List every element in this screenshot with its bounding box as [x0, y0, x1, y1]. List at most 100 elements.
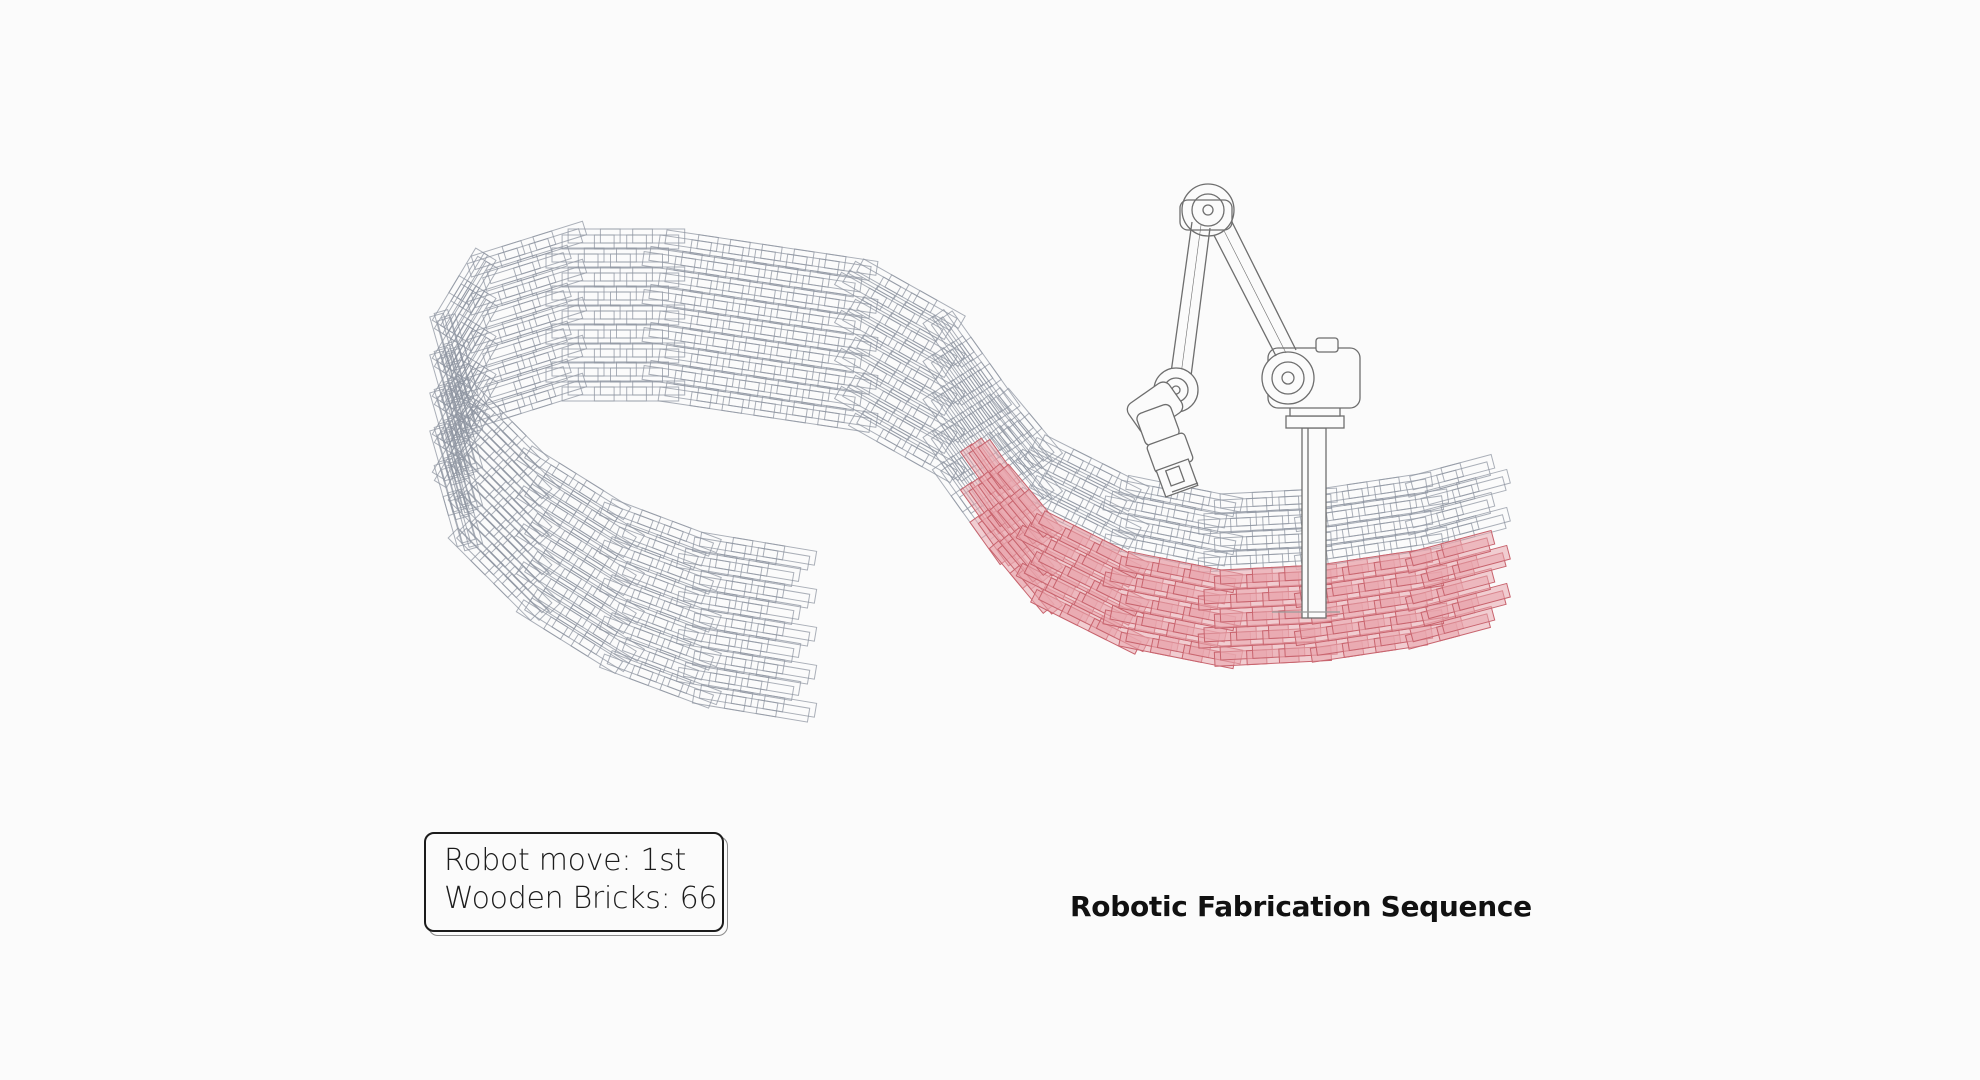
wireframe-brick — [1341, 476, 1402, 506]
wireframe-brick — [689, 310, 751, 338]
wireframe-brick — [755, 656, 818, 685]
wireframe-brick — [817, 329, 879, 357]
wireframe-brick — [529, 510, 591, 554]
wireframe-brick — [610, 247, 669, 269]
wireframe-brick — [1436, 453, 1496, 490]
wireframe-brick — [753, 243, 815, 272]
wireframe-brick — [785, 248, 847, 277]
wireframe-brick — [707, 629, 770, 658]
wireframe-brick — [689, 272, 751, 300]
wireframe-brick — [705, 331, 767, 360]
wireframe-brick — [689, 386, 751, 414]
wireframe-brick — [433, 461, 470, 521]
placed-brick — [1451, 582, 1511, 619]
wireframe-brick — [497, 382, 557, 421]
wireframe-brick — [543, 500, 605, 544]
wireframe-brick — [497, 230, 557, 269]
wireframe-brick — [593, 266, 653, 288]
robot-upper-arm — [1201, 201, 1297, 357]
wireframe-brick — [689, 234, 751, 262]
wireframe-brick — [721, 276, 783, 305]
wireframe-brick — [817, 253, 879, 281]
robot-forearm — [1169, 221, 1211, 385]
wireframe-brick — [493, 420, 550, 470]
wireframe-brick — [721, 390, 783, 419]
wireframe-brick — [481, 504, 539, 553]
wireframe-brick — [785, 286, 847, 315]
wireframe-brick — [482, 330, 542, 368]
wireframe-brick — [482, 254, 542, 292]
wireframe-brick — [689, 348, 751, 376]
wireframe-brick — [543, 614, 605, 658]
wireframe-brick — [593, 228, 653, 250]
wireframe-brick — [705, 293, 767, 322]
wireframe-brick — [1436, 491, 1496, 528]
robot-info-panel: Robot move: 1st Wooden Bricks: 66 — [424, 832, 728, 936]
wireframe-brick — [769, 341, 831, 369]
wireframe-brick — [482, 292, 542, 330]
robot-pedestal — [1272, 405, 1345, 619]
wireframe-brick — [593, 304, 653, 326]
wireframe-brick — [707, 553, 770, 582]
wireframe-brick — [755, 580, 818, 609]
wireframe-brick — [593, 380, 653, 402]
wireframe-brick — [529, 548, 591, 592]
wireframe-brick — [512, 358, 572, 397]
wireframe-brick — [737, 336, 799, 365]
wireframe-brick — [673, 326, 735, 355]
wireframe-brick — [753, 319, 815, 348]
wireframe-brick — [721, 238, 783, 267]
wireframe-brick — [737, 260, 799, 289]
wireframe-brick — [753, 281, 815, 310]
placed-brick-segment — [959, 437, 1511, 670]
wireframe-brick — [556, 489, 618, 533]
wireframe-brick — [691, 683, 754, 713]
wireframe-brick — [755, 694, 818, 723]
wireframe-brick — [1420, 477, 1480, 513]
wireframe-brick — [755, 618, 818, 647]
wireframe-brick — [739, 596, 802, 625]
wireframe-brick — [801, 345, 863, 374]
wireframe-brick — [641, 283, 703, 312]
wireframe-brick — [1341, 514, 1402, 544]
wireframe-brick — [753, 395, 815, 424]
wireframe-brick — [493, 458, 550, 508]
wireframe-brick — [481, 466, 539, 515]
wireframe-brick — [626, 228, 686, 250]
robot-arm — [1126, 183, 1361, 619]
wireframe-brick — [556, 565, 618, 609]
wireframe-brick — [769, 303, 831, 331]
wireframe-brick — [610, 361, 669, 383]
wireframe-brick — [1451, 468, 1511, 505]
wireframe-brick — [769, 379, 831, 407]
wireframe-brick — [543, 462, 605, 506]
wireframe-brick — [515, 597, 577, 640]
wireframe-brick — [528, 296, 588, 335]
wireframe-brick — [817, 405, 879, 433]
wireframe-brick — [673, 364, 735, 393]
wireframe-brick — [737, 298, 799, 327]
wireframe-brick — [641, 359, 703, 388]
wireframe-brick — [641, 321, 703, 350]
wireframe-brick — [577, 323, 637, 345]
wireframe-brick — [556, 603, 618, 647]
wireframe-brick — [512, 282, 572, 321]
wireframe-brick — [481, 542, 539, 591]
wireframe-brick — [497, 344, 557, 383]
wireframe-brick — [641, 245, 703, 274]
wireframe-brick — [755, 542, 818, 571]
wireframe-brick — [512, 320, 572, 359]
wireframe-brick — [577, 285, 637, 307]
wireframe-brick — [785, 324, 847, 353]
wireframe-brick — [801, 269, 863, 298]
wireframe-brick — [691, 607, 754, 637]
wireframe-brick — [493, 534, 550, 584]
wireframe-brick — [447, 527, 505, 576]
wireframe-brick — [705, 369, 767, 398]
wireframe-brick — [529, 472, 591, 516]
wireframe-brick — [543, 538, 605, 582]
wireframe-brick — [978, 393, 1033, 445]
diagram-caption: Robotic Fabrication Sequence — [1070, 890, 1532, 923]
wireframe-brick — [529, 586, 591, 630]
